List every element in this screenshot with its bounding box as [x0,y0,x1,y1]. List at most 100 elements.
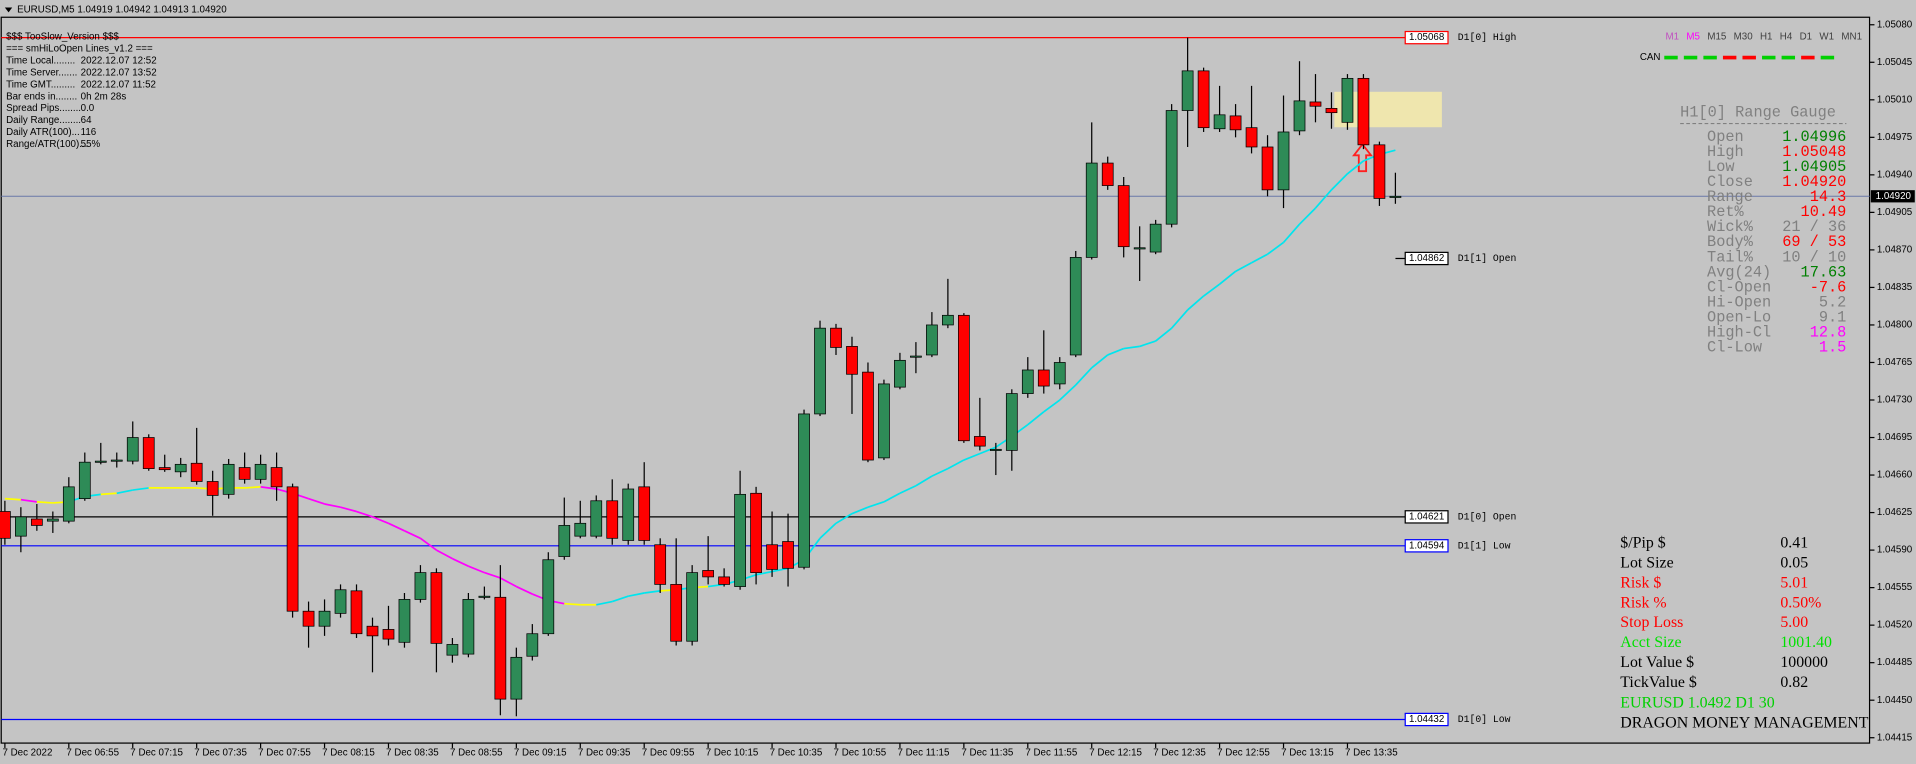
info-label: Bar ends in........ [6,91,77,102]
candle-body [638,486,651,541]
ma-segment [1219,270,1237,285]
ma-segment [244,485,261,489]
candle-body [270,467,283,488]
candle-body [510,656,523,700]
info-label: Spread Pips........ [6,103,81,114]
ma-segment [1235,262,1252,273]
ma-segment [499,577,517,588]
timeframe-button[interactable]: H1 [1760,31,1772,42]
x-tick-label: 7 Dec 12:55 [1217,747,1270,758]
x-tick-label: 7 Dec 12:15 [1089,747,1142,758]
mm-label: Risk $ [1620,574,1661,591]
info-label: Time Server....... [6,67,77,78]
x-tick-label: 7 Dec 10:55 [834,747,887,758]
timeframe-button[interactable]: W1 [1819,31,1834,42]
ma-segment [1043,399,1061,413]
y-tick-label: 1.04870 [1877,244,1913,255]
timeframe-button[interactable]: H4 [1780,31,1793,42]
y-tick-label: 1.04450 [1877,695,1913,706]
candle-body [78,461,91,500]
ma-segment [644,589,661,594]
candle-body [590,500,603,537]
timeframe-button[interactable]: M30 [1734,31,1754,42]
ma-segment [484,571,501,579]
gauge-label: Wick% [1707,218,1754,236]
ma-segment [867,501,885,509]
info-value: 116 [81,127,97,138]
candle-body [718,576,730,585]
candle-body [878,383,890,459]
x-tick-label: 7 Dec 09:55 [642,747,695,758]
y-tick-label: 1.04415 [1877,732,1913,743]
mm-value: 0.05 [1780,554,1808,571]
gauge-label: High-Cl [1707,323,1771,341]
gauge-label: Open [1707,128,1744,146]
ma-segment [260,485,277,490]
ma-segment [1155,327,1173,342]
ma-segment [1298,207,1317,225]
ma-segment [851,506,869,515]
x-tick-label: 7 Dec 07:55 [258,747,311,758]
ma-segment [4,497,21,501]
candle-body [382,629,395,640]
level-name: D1[1] Low [1458,540,1511,551]
y-tick-label: 1.04800 [1877,320,1913,331]
x-tick-label: 7 Dec 10:35 [770,747,823,758]
ma-segment [1187,295,1205,311]
candle-body [174,463,187,473]
candle-body [782,541,794,569]
candle-body [1229,115,1242,131]
candle-body [494,596,507,700]
candle-body [1021,369,1034,394]
candle-body [942,314,954,326]
gauge-label: Close [1707,173,1753,191]
ma-segment [1059,384,1077,401]
x-tick-label: 7 Dec 11:55 [1025,747,1078,758]
candle-body [94,460,107,463]
gauge-value: 1.5 [1819,338,1846,356]
timeframe-button[interactable]: M1 [1666,31,1680,42]
candle-body [0,511,11,539]
level-name: D1[1] Open [1458,253,1517,264]
level-price: 1.05068 [1409,32,1444,43]
info-label: Time GMT......... [6,79,75,90]
ma-segment [819,522,837,539]
level-name: D1[0] Open [1458,511,1517,522]
mm-value: 100000 [1780,654,1828,671]
candle-body [398,599,411,643]
can-dash [1703,55,1717,60]
candle-body [734,493,746,587]
ma-segment [899,484,917,495]
x-tick-label: 7 Dec 10:15 [706,747,759,758]
candle-body [654,544,667,585]
info-value: 0.0 [81,103,95,114]
candle-body [1357,77,1370,146]
info-value: 2022.12.07 12:52 [81,55,157,66]
candle-body [1117,185,1130,248]
candle-body [750,492,762,573]
x-tick-label: 7 Dec 11:15 [897,747,950,758]
candle-body [973,436,986,447]
y-tick-label: 1.04905 [1877,207,1913,218]
mm-footer: DRAGON MONEY MANAGEMENT [1620,715,1868,732]
candle-body [798,413,810,568]
y-tick-label: 1.05045 [1877,57,1913,68]
timeframe-button[interactable]: M15 [1707,31,1727,42]
timeframe-button[interactable]: MN1 [1841,31,1862,42]
gauge-value: 1.04905 [1782,158,1846,176]
x-tick-label: 7 Dec 06:55 [66,747,119,758]
level-name: D1[0] High [1458,32,1517,43]
candle-body [574,522,587,537]
candle-body [222,463,235,495]
mm-label: Risk % [1620,594,1666,611]
candle-body [542,559,555,635]
level-price-box [1404,30,1449,45]
candle-body [1149,223,1162,253]
timeframe-button[interactable]: D1 [1800,31,1812,42]
mm-footer: EURUSD 1.0492 D1 30 [1620,695,1774,712]
info-value: 2022.12.07 13:52 [81,67,157,78]
gauge-value: 9.1 [1819,308,1846,326]
timeframe-button[interactable]: M5 [1686,31,1700,42]
info-value: 2022.12.07 11:52 [81,79,156,90]
